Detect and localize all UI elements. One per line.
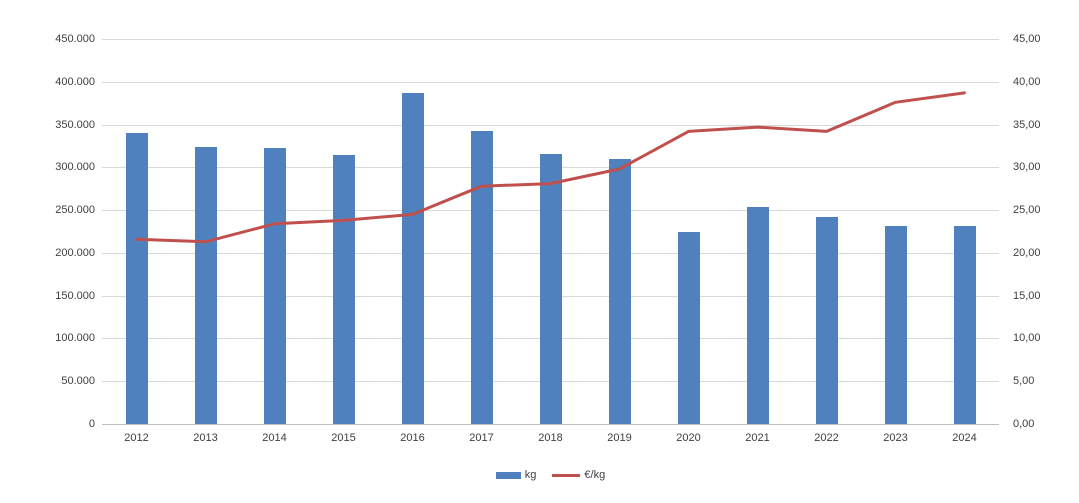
right-axis-tick-label: 15,00 (1013, 289, 1041, 302)
plot-area (102, 39, 999, 425)
right-axis-tick-label: 20,00 (1013, 246, 1041, 259)
right-axis-tick-label: 0,00 (1013, 418, 1035, 430)
bar-2023 (884, 226, 907, 424)
x-axis-tick-label: 2019 (607, 432, 632, 444)
legend-item-eur-per-kg: €/kg (552, 469, 605, 481)
left-axis-tick-label: 0 (88, 418, 95, 430)
gridline (102, 39, 999, 40)
x-axis-tick-label: 2024 (952, 432, 977, 444)
bar-2021 (746, 206, 769, 424)
x-axis-tick-label: 2017 (469, 432, 494, 444)
bar-2016 (401, 92, 424, 424)
x-axis-tick-label: 2012 (124, 432, 149, 444)
bar-2019 (608, 158, 631, 424)
bar-2020 (677, 231, 700, 424)
x-axis-tick-label: 2021 (745, 432, 770, 444)
x-axis-tick-label: 2023 (883, 432, 908, 444)
bar-series-swatch-icon (495, 471, 521, 479)
price-line-layer (135, 91, 966, 244)
line-series-swatch-icon (552, 473, 581, 477)
legend-label-eur-per-kg: €/kg (584, 469, 606, 481)
left-axis-tick-label: 250.000 (55, 204, 95, 217)
gridline (102, 81, 999, 83)
left-axis-tick-label: 50.000 (61, 375, 95, 388)
x-axis-tick-label: 2015 (331, 432, 356, 444)
x-axis-tick-label: 2022 (814, 432, 839, 444)
left-axis-tick-label: 200.000 (55, 246, 95, 259)
bar-2014 (263, 147, 286, 424)
right-axis-tick-label: 35,00 (1013, 118, 1041, 131)
right-axis-tick-label: 45,00 (1013, 33, 1041, 45)
right-axis-tick-label: 40,00 (1013, 75, 1041, 88)
bar-2018 (539, 153, 562, 424)
bar-2013 (194, 146, 217, 424)
x-axis-tick-label: 2013 (193, 432, 218, 444)
right-axis-tick-label: 30,00 (1013, 161, 1041, 174)
x-axis-tick-label: 2018 (538, 432, 563, 444)
price-line (135, 91, 966, 244)
legend-item-kg: kg (495, 469, 537, 481)
left-axis-tick-label: 150.000 (55, 289, 95, 302)
bar-2012 (125, 133, 148, 424)
right-axis-tick-label: 10,00 (1013, 332, 1041, 345)
left-axis-tick-label: 450.000 (55, 33, 95, 45)
bar-2024 (953, 226, 976, 424)
legend: kg €/kg (102, 466, 999, 484)
right-axis-tick-label: 5,00 (1013, 375, 1035, 388)
left-axis-tick-label: 100.000 (55, 332, 95, 345)
right-axis-tick-label: 25,00 (1013, 204, 1041, 217)
x-axis-line (102, 424, 999, 425)
left-axis-tick-label: 300.000 (55, 161, 95, 174)
bar-2015 (332, 155, 355, 424)
bar-2022 (815, 216, 838, 424)
left-axis-tick-label: 400.000 (55, 75, 95, 88)
x-axis-tick-label: 2014 (262, 432, 287, 444)
bar-2017 (470, 130, 493, 424)
gridline (102, 124, 999, 126)
x-axis-tick-label: 2016 (400, 432, 425, 444)
x-axis-tick-label: 2020 (676, 432, 701, 444)
legend-label-kg: kg (524, 469, 537, 481)
left-axis-tick-label: 350.000 (55, 118, 95, 131)
